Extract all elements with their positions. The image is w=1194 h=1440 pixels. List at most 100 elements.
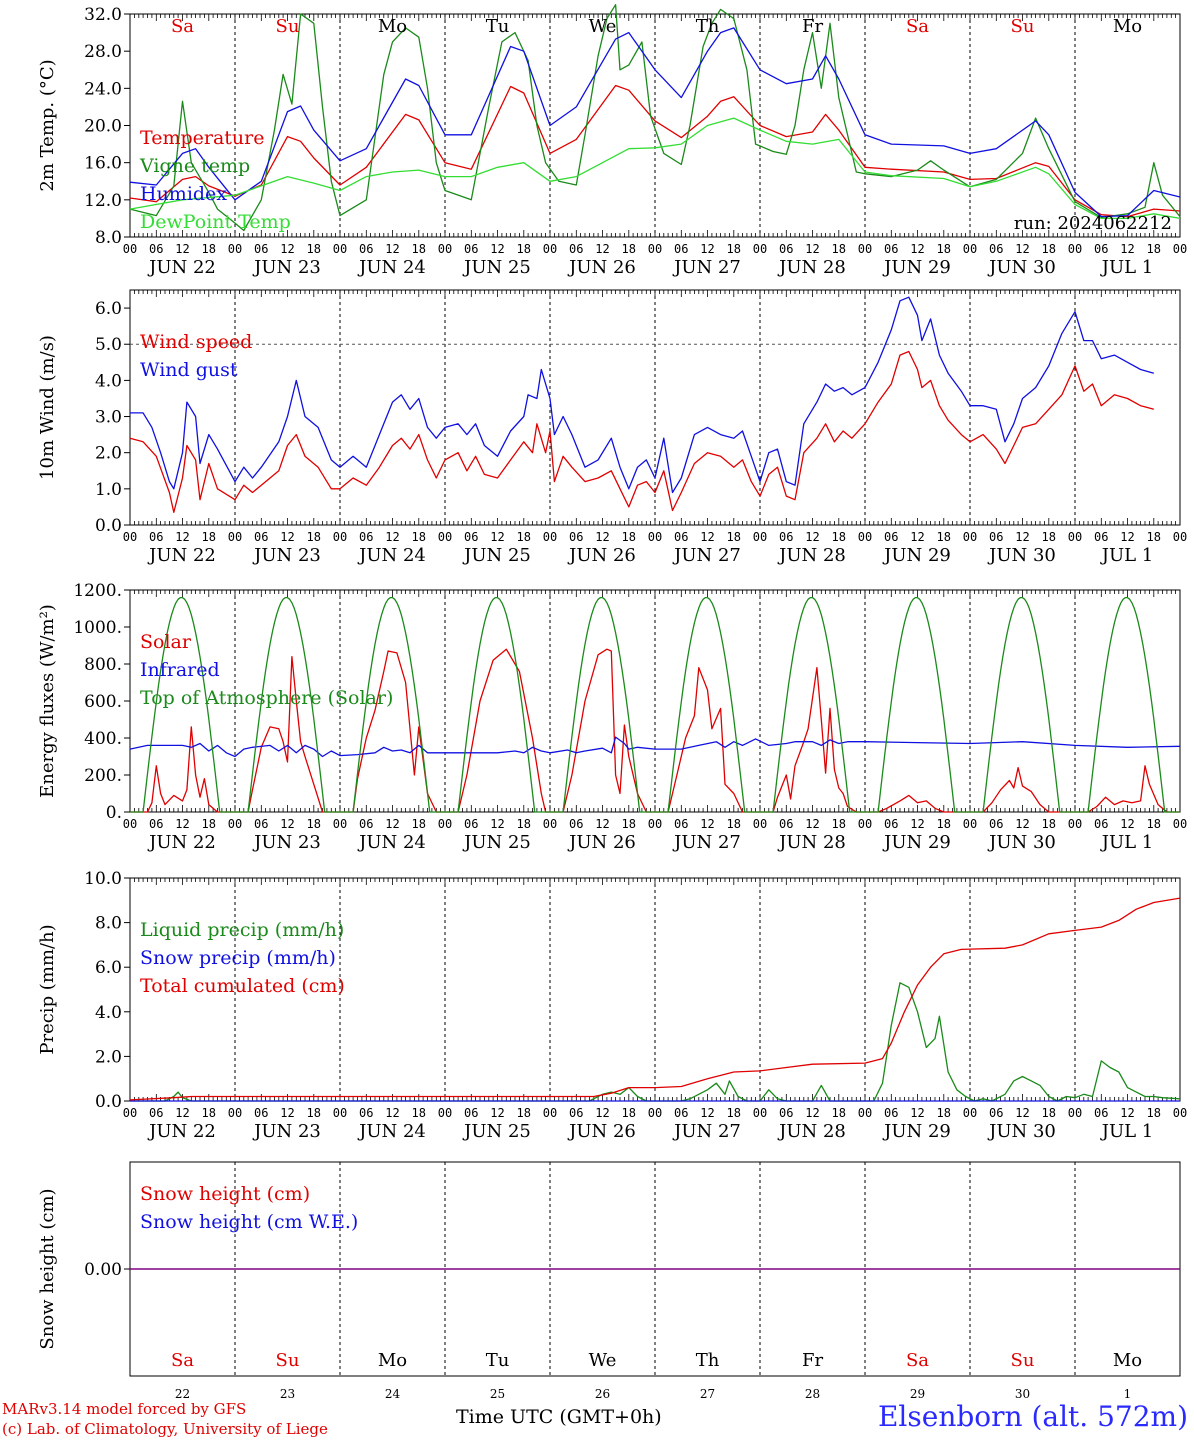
- y-tick-label: 8.0: [95, 914, 122, 934]
- y-axis-label: Precip (mm/h): [37, 924, 58, 1054]
- hour-label: 06: [1094, 242, 1108, 256]
- legend-entry: Wind gust: [140, 359, 238, 381]
- hour-label: 00: [123, 530, 137, 544]
- y-tick-label: 24.0: [84, 79, 122, 99]
- y-tick-label: 0.0: [95, 1092, 122, 1112]
- hour-label: 18: [937, 242, 951, 256]
- hour-label: 06: [359, 242, 373, 256]
- station-name: Elsenborn (alt. 572m): [877, 1400, 1188, 1433]
- hour-label: 00: [333, 530, 347, 544]
- legend-entry: Humidex: [140, 183, 227, 205]
- hour-label: 06: [254, 530, 268, 544]
- date-label: JUN 22: [147, 545, 216, 566]
- date-label: JUL 1: [1100, 257, 1154, 278]
- y-tick-label: 4.0: [95, 371, 122, 391]
- hour-label: 00: [1173, 242, 1187, 256]
- hour-label: 12: [280, 1106, 294, 1120]
- day-name: Sa: [171, 1350, 194, 1371]
- hour-label: 06: [1094, 530, 1108, 544]
- hour-label: 00: [858, 817, 872, 831]
- hour-label: 18: [622, 242, 636, 256]
- hour-label: 06: [989, 242, 1003, 256]
- hour-label: 12: [910, 242, 924, 256]
- day-name: Th: [696, 16, 720, 37]
- date-label: JUN 22: [147, 1121, 216, 1142]
- hour-label: 18: [307, 1106, 321, 1120]
- day-name: Tu: [486, 1350, 510, 1371]
- day-name: Su: [1011, 16, 1035, 37]
- y-tick-label: 28.0: [84, 42, 122, 62]
- date-label: JUN 26: [567, 832, 636, 853]
- y-tick-label: 5.0: [95, 335, 122, 355]
- hour-label: 18: [1147, 530, 1161, 544]
- hour-label: 06: [464, 1106, 478, 1120]
- date-label: JUL 1: [1100, 1121, 1154, 1142]
- date-label: JUN 27: [672, 545, 741, 566]
- hour-label: 06: [149, 817, 163, 831]
- hour-label: 00: [333, 817, 347, 831]
- hour-label: 00: [1173, 817, 1187, 831]
- date-label: JUN 26: [567, 1121, 636, 1142]
- series-line: [129, 350, 1154, 513]
- y-tick-label: 4.0: [95, 1003, 122, 1023]
- hour-label: 18: [517, 817, 531, 831]
- day-name: Mo: [1113, 1350, 1142, 1371]
- y-axis-label: 10m Wind (m/s): [37, 335, 58, 480]
- hour-label: 18: [1042, 530, 1056, 544]
- date-label: JUN 22: [147, 832, 216, 853]
- hour-label: 12: [1120, 530, 1134, 544]
- series-line: [129, 736, 1181, 758]
- day-name: Mo: [378, 16, 407, 37]
- hour-label: 12: [385, 817, 399, 831]
- hour-label: 00: [963, 1106, 977, 1120]
- hour-label: 00: [858, 530, 872, 544]
- hour-label: 12: [700, 530, 714, 544]
- y-tick-label: 0.00: [84, 1260, 122, 1280]
- date-label: JUL 1: [1100, 545, 1154, 566]
- hour-label: 06: [674, 242, 688, 256]
- hour-label: 00: [858, 1106, 872, 1120]
- hour-label: 06: [149, 242, 163, 256]
- hour-label: 18: [412, 530, 426, 544]
- hour-label: 06: [779, 530, 793, 544]
- hour-label: 12: [1015, 530, 1029, 544]
- hour-label: 00: [648, 817, 662, 831]
- x-axis-title: Time UTC (GMT+0h): [456, 1406, 662, 1428]
- y-tick-label: 600.: [84, 692, 122, 712]
- day-name: Su: [276, 16, 300, 37]
- hour-label: 00: [438, 242, 452, 256]
- hour-label: 18: [937, 530, 951, 544]
- hour-label: 18: [412, 1106, 426, 1120]
- hour-label: 00: [1068, 1106, 1082, 1120]
- date-label: JUN 29: [882, 257, 951, 278]
- day-number: 1: [1124, 1387, 1132, 1401]
- hour-label: 12: [1120, 1106, 1134, 1120]
- hour-label: 18: [622, 817, 636, 831]
- hour-label: 18: [1147, 817, 1161, 831]
- hour-label: 12: [805, 817, 819, 831]
- hour-label: 06: [989, 530, 1003, 544]
- panel-frame-temp: [129, 13, 1181, 238]
- hour-label: 18: [307, 242, 321, 256]
- hour-label: 18: [727, 530, 741, 544]
- y-tick-label: 32.0: [84, 5, 122, 25]
- hour-label: 18: [727, 1106, 741, 1120]
- y-tick-label: 8.0: [95, 228, 122, 248]
- date-label: JUN 28: [777, 545, 846, 566]
- hour-label: 12: [700, 817, 714, 831]
- y-tick-label: 800.: [84, 655, 122, 675]
- y-tick-label: 1.0: [95, 480, 122, 500]
- hour-label: 00: [123, 1106, 137, 1120]
- date-label: JUN 28: [777, 832, 846, 853]
- hour-label: 00: [228, 817, 242, 831]
- hour-label: 00: [438, 817, 452, 831]
- day-name: Su: [276, 1350, 300, 1371]
- hour-label: 12: [805, 242, 819, 256]
- date-label: JUL 1: [1100, 832, 1154, 853]
- hour-label: 00: [123, 242, 137, 256]
- hour-label: 18: [202, 530, 216, 544]
- hour-label: 18: [1147, 242, 1161, 256]
- date-label: JUN 26: [567, 545, 636, 566]
- hour-label: 06: [1094, 1106, 1108, 1120]
- hour-label: 18: [202, 817, 216, 831]
